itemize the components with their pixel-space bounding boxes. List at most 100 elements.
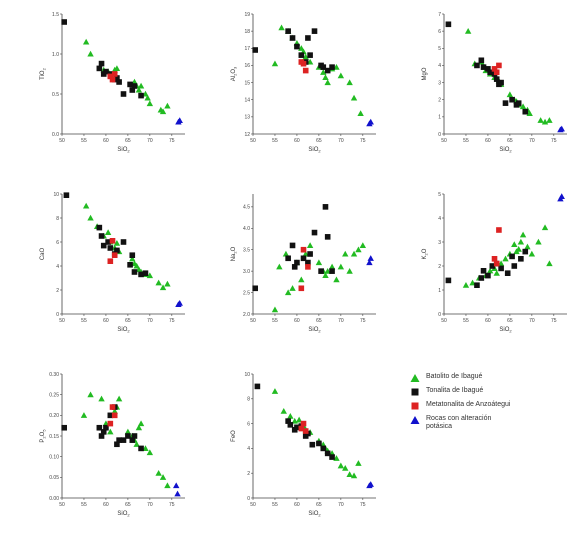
data-point-square bbox=[324, 234, 331, 240]
data-point-triangle bbox=[355, 460, 362, 466]
data-point-triangle bbox=[146, 449, 154, 456]
data-point-triangle bbox=[159, 474, 167, 480]
data-point-triangle bbox=[298, 276, 305, 283]
y-tick-label: 15 bbox=[244, 80, 250, 86]
triangle-marker-icon bbox=[410, 374, 420, 382]
y-tick-label: 3.5 bbox=[243, 248, 250, 254]
data-point-square bbox=[103, 68, 109, 75]
data-point-square bbox=[509, 253, 515, 260]
data-point-triangle bbox=[315, 259, 323, 266]
data-point-square bbox=[107, 73, 114, 80]
data-point-triangle bbox=[137, 420, 145, 427]
x-tick-label: 75 bbox=[360, 502, 366, 508]
data-point-triangle bbox=[367, 481, 374, 487]
data-point-triangle bbox=[113, 240, 121, 246]
data-point-square bbox=[289, 35, 296, 41]
data-point-triangle bbox=[87, 50, 94, 57]
data-point-triangle bbox=[320, 69, 327, 75]
data-point-square bbox=[518, 256, 524, 262]
legend-item: Metatonalita de Anzoátegui bbox=[410, 401, 570, 415]
legend-label: Metatonalita de Anzoátegui bbox=[426, 401, 511, 408]
y-tick-label: 6 bbox=[247, 421, 250, 427]
x-tick-label: 65 bbox=[316, 138, 322, 144]
data-point-square bbox=[114, 441, 120, 448]
data-point-square bbox=[107, 420, 114, 427]
data-point-triangle bbox=[519, 231, 527, 238]
data-point-square bbox=[496, 227, 502, 233]
data-point-square bbox=[491, 256, 498, 262]
data-point-square bbox=[100, 242, 107, 249]
data-point-triangle bbox=[541, 224, 549, 231]
data-point-square bbox=[109, 76, 116, 83]
data-point-triangle bbox=[107, 428, 114, 435]
data-point-square bbox=[294, 424, 300, 431]
panel-p2o5: 50 55 60 65 70 75 0.00 0.05 0.10 0.15 0.20 0.25 0.30… bbox=[40, 372, 185, 518]
data-point-square bbox=[445, 277, 452, 284]
y-tick-label: 3 bbox=[438, 80, 441, 86]
data-point-triangle bbox=[357, 110, 364, 116]
data-point-square bbox=[307, 251, 313, 257]
data-point-triangle bbox=[322, 272, 329, 278]
data-point-triangle bbox=[350, 250, 358, 257]
data-point-square bbox=[114, 75, 120, 81]
panel-cao: 50 55 60 65 70 75 0 2 4 6 8 10 SiO2 CaO bbox=[40, 192, 185, 334]
data-point-square bbox=[300, 246, 307, 253]
y-tick-label: 0 bbox=[56, 312, 59, 318]
data-point-square bbox=[116, 437, 122, 443]
x-tick-label: 55 bbox=[81, 138, 87, 144]
data-point-square bbox=[129, 252, 136, 258]
data-point-square bbox=[131, 269, 138, 275]
data-point-square bbox=[316, 440, 322, 447]
data-point-triangle bbox=[298, 45, 305, 51]
data-point-square bbox=[98, 233, 105, 239]
data-point-triangle bbox=[137, 82, 145, 89]
y-tick-label: 17 bbox=[244, 46, 250, 52]
data-point-square bbox=[138, 445, 144, 452]
data-point-square bbox=[298, 425, 305, 432]
y-tick-label: 3.0 bbox=[243, 269, 250, 275]
y-tick-label: 19 bbox=[244, 12, 250, 18]
data-point-square bbox=[289, 242, 296, 249]
data-point-triangle bbox=[282, 250, 290, 257]
data-point-square bbox=[478, 57, 485, 64]
data-point-triangle bbox=[528, 250, 536, 257]
data-point-triangle bbox=[278, 24, 285, 31]
x-tick-label: 60 bbox=[294, 502, 300, 508]
panel-na2o: 50 55 60 65 70 75 2.0 2.5 3.0 3.5 4.0 4.5 SiO2 Na2O bbox=[231, 194, 376, 334]
data-point-triangle bbox=[155, 470, 162, 476]
y-tick-label: 14 bbox=[244, 98, 250, 104]
data-point-triangle bbox=[176, 117, 183, 123]
data-point-triangle bbox=[526, 110, 533, 116]
data-point-square bbox=[142, 270, 149, 276]
data-point-square bbox=[329, 64, 335, 70]
data-point-square bbox=[111, 71, 118, 77]
x-tick-label: 60 bbox=[103, 502, 109, 508]
x-tick-label: 55 bbox=[272, 502, 278, 508]
data-point-square bbox=[107, 412, 114, 419]
data-point-triangle bbox=[524, 243, 531, 250]
x-tick-label: 60 bbox=[103, 138, 109, 144]
data-point-square bbox=[324, 450, 331, 457]
data-point-triangle bbox=[129, 255, 136, 262]
data-point-triangle bbox=[287, 412, 294, 419]
x-tick-label: 75 bbox=[169, 318, 175, 324]
y-tick-label: 18 bbox=[244, 29, 250, 35]
data-point-square bbox=[522, 248, 529, 255]
data-point-square bbox=[496, 62, 502, 69]
data-point-triangle bbox=[328, 263, 336, 270]
x-tick-label: 50 bbox=[59, 138, 65, 144]
data-point-square bbox=[493, 76, 500, 82]
data-point-square bbox=[485, 66, 491, 72]
data-point-triangle bbox=[276, 263, 283, 270]
x-axis-label: SiO2 bbox=[499, 147, 512, 154]
data-point-square bbox=[107, 258, 114, 264]
data-point-square bbox=[311, 28, 318, 34]
data-point-triangle bbox=[355, 246, 362, 253]
data-point-square bbox=[96, 65, 103, 72]
data-point-square bbox=[285, 28, 291, 34]
data-point-square bbox=[300, 60, 307, 67]
data-point-triangle bbox=[541, 118, 549, 125]
data-point-square bbox=[98, 433, 105, 439]
data-point-square bbox=[111, 412, 118, 419]
y-axis-label: CaO bbox=[40, 248, 46, 261]
